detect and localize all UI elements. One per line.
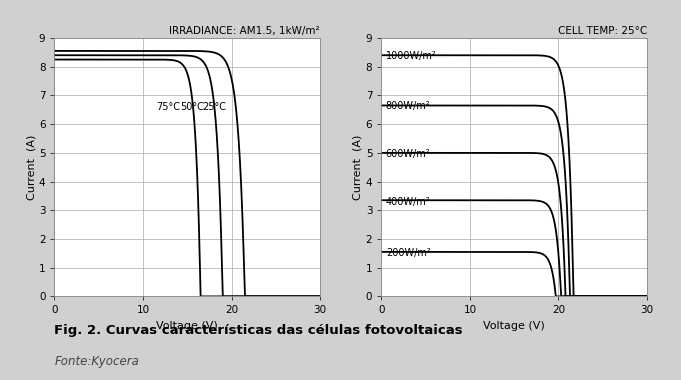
Y-axis label: Current  (A): Current (A)	[353, 135, 363, 200]
Text: 800W/m²: 800W/m²	[385, 101, 430, 111]
X-axis label: Voltage (V): Voltage (V)	[157, 321, 218, 331]
Text: 1000W/m²: 1000W/m²	[385, 51, 437, 61]
Text: 200W/m²: 200W/m²	[385, 248, 430, 258]
Text: 400W/m²: 400W/m²	[385, 197, 430, 207]
Text: 50°C: 50°C	[180, 102, 204, 112]
Text: 600W/m²: 600W/m²	[385, 149, 430, 158]
Text: 25°C: 25°C	[202, 102, 226, 112]
Y-axis label: Current  (A): Current (A)	[26, 135, 36, 200]
X-axis label: Voltage (V): Voltage (V)	[484, 321, 545, 331]
Text: 75°C: 75°C	[156, 102, 180, 112]
Text: Fig. 2. Curvas características das células fotovoltaicas: Fig. 2. Curvas características das célul…	[54, 324, 463, 337]
Text: Fonte:Kyocera: Fonte:Kyocera	[54, 355, 140, 367]
Text: CELL TEMP: 25°C: CELL TEMP: 25°C	[558, 26, 647, 36]
Text: IRRADIANCE: AM1.5, 1kW/m²: IRRADIANCE: AM1.5, 1kW/m²	[170, 26, 320, 36]
